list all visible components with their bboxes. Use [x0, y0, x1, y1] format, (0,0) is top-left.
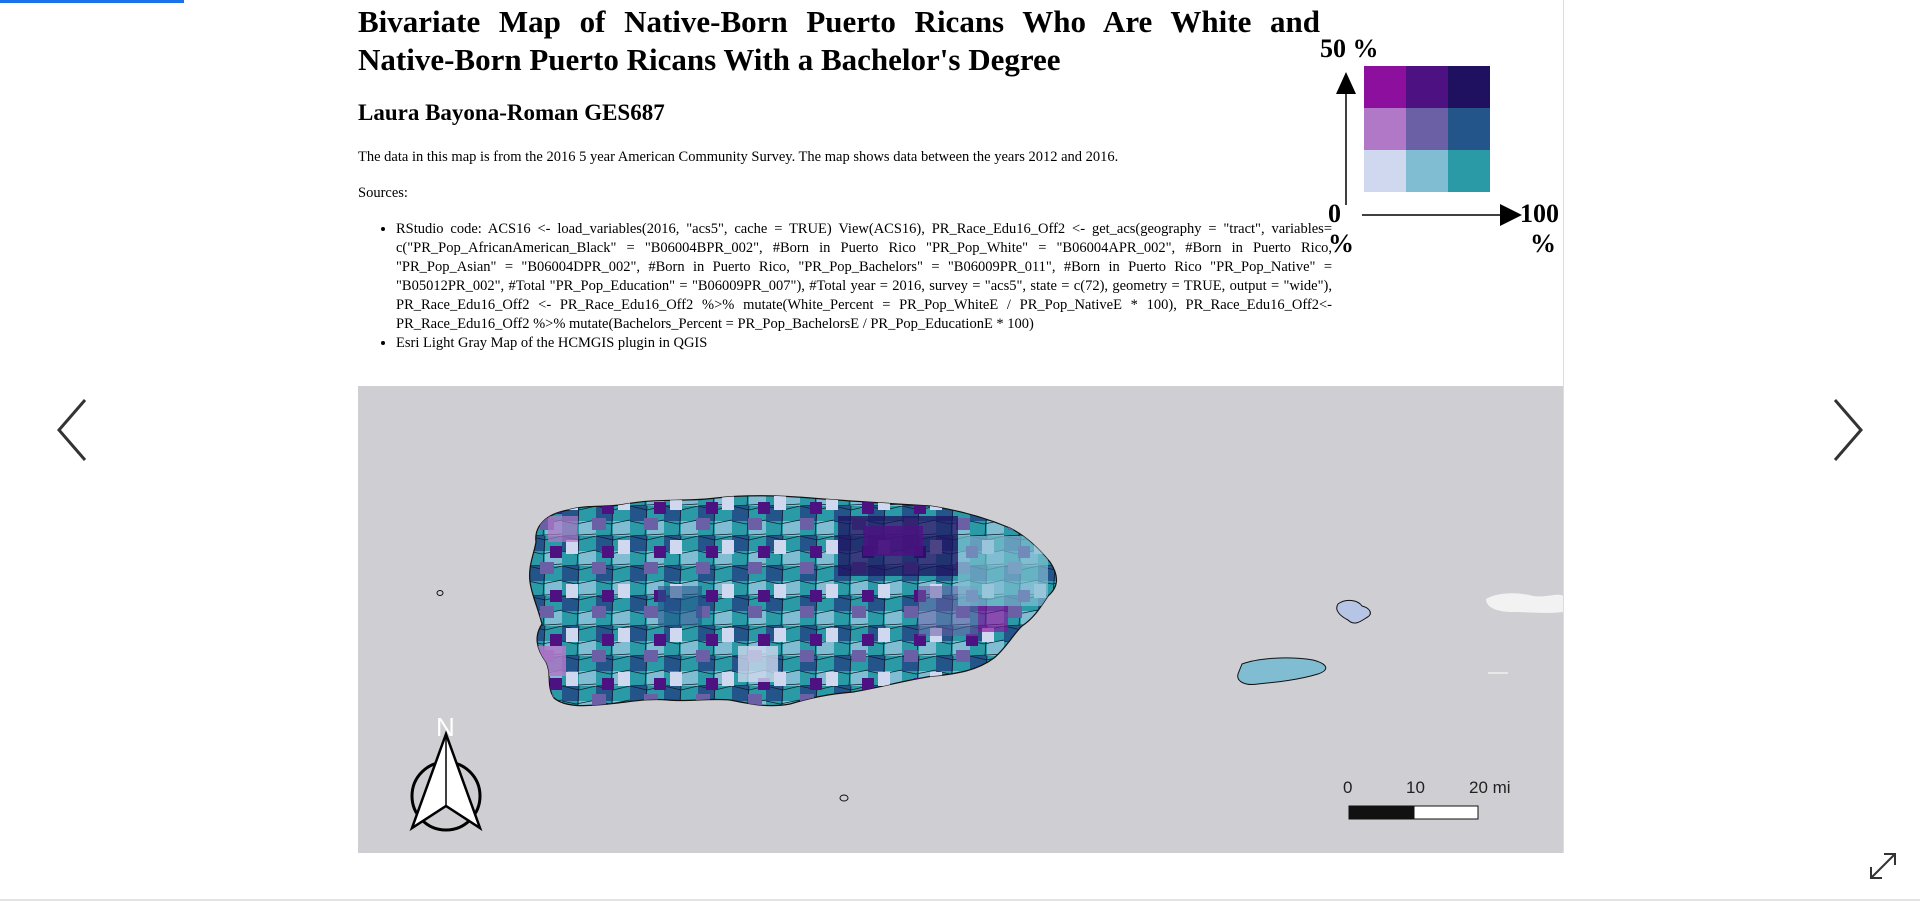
legend-cell: [1364, 66, 1406, 108]
author-heading: Laura Bayona-Roman GES687: [358, 100, 665, 125]
scale-bar: [1348, 805, 1479, 820]
legend-cell: [1364, 108, 1406, 150]
culebra-island: [1336, 599, 1371, 624]
bivariate-map[interactable]: N 0 10 20 mi: [358, 386, 1563, 853]
chevron-right-icon: [1833, 399, 1863, 461]
legend-cell: [1406, 108, 1448, 150]
legend-origin-unit: %: [1328, 229, 1354, 258]
source-item-rstudio: RStudio code: ACS16 <- load_variables(20…: [396, 220, 1332, 334]
legend-cell: [1448, 108, 1490, 150]
legend-cell: [1364, 150, 1406, 192]
caja-de-muertos-islet: [839, 794, 849, 802]
sources-list: RStudio code: ACS16 <- load_variables(20…: [384, 220, 1332, 353]
bottom-divider: [0, 899, 1920, 901]
bivariate-legend: 50 % 0 % 100 %: [1320, 34, 1559, 258]
north-arrow: [409, 730, 483, 832]
puerto-rico-main-island: [529, 495, 1058, 707]
chevron-left-icon: [57, 399, 87, 461]
legend-grid: [1364, 66, 1490, 192]
scale-label-0: 0: [1343, 778, 1353, 797]
legend-x-max-label: 100: [1520, 199, 1559, 228]
description-text: The data in this map is from the 2016 5 …: [358, 149, 1119, 165]
slide-content: Bivariate Map of Native-Born Puerto Rica…: [358, 0, 1564, 853]
legend-cell: [1406, 150, 1448, 192]
fullscreen-button[interactable]: [1866, 849, 1900, 883]
previous-slide-button[interactable]: [55, 395, 95, 465]
loading-progress-bar: [0, 0, 184, 3]
source-item-esri: Esri Light Gray Map of the HCMGIS plugin…: [396, 334, 1332, 353]
virgin-islands-basemap: [1486, 593, 1563, 613]
north-label: N: [436, 712, 455, 742]
scale-label-20: 20 mi: [1469, 778, 1511, 797]
legend-origin-label: 0: [1328, 199, 1341, 228]
basemap-label: [1488, 672, 1508, 674]
page-title: Bivariate Map of Native-Born Puerto Rica…: [358, 4, 1320, 77]
legend-x-arrow-icon: [1500, 204, 1522, 226]
legend-cell: [1448, 150, 1490, 192]
desecheo-islet: [436, 590, 444, 596]
expand-icon: [1870, 853, 1896, 879]
legend-y-arrow-icon: [1336, 72, 1356, 94]
legend-cell: [1448, 66, 1490, 108]
sources-label: Sources:: [358, 185, 408, 201]
next-slide-button[interactable]: [1825, 395, 1865, 465]
vieques-island: [1237, 657, 1327, 685]
legend-x-max-unit: %: [1530, 229, 1556, 258]
scale-label-10: 10: [1406, 778, 1425, 797]
legend-cell: [1406, 66, 1448, 108]
legend-y-max-label: 50 %: [1320, 34, 1379, 63]
map-canvas: [409, 495, 1563, 832]
